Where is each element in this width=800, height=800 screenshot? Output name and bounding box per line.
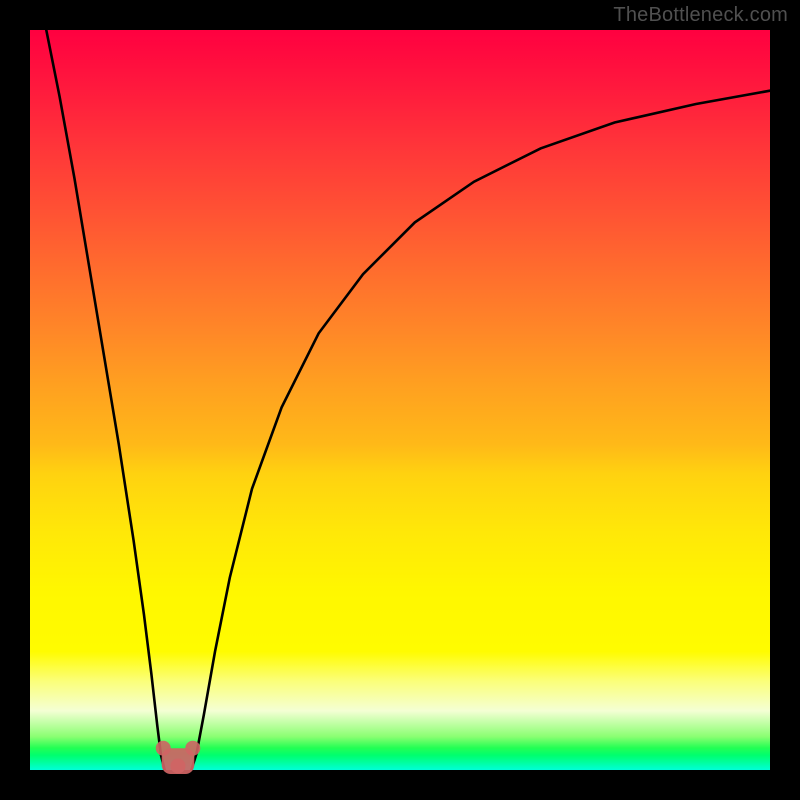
valley-marker-2 [185,741,200,756]
curve-right-branch [191,91,770,770]
figure-root: TheBottleneck.com [0,0,800,800]
curve-left-branch [46,30,164,770]
bottleneck-curve-svg [0,0,800,800]
watermark-text: TheBottleneck.com [613,4,788,27]
valley-marker-1 [171,759,186,774]
valley-marker-0 [156,741,171,756]
